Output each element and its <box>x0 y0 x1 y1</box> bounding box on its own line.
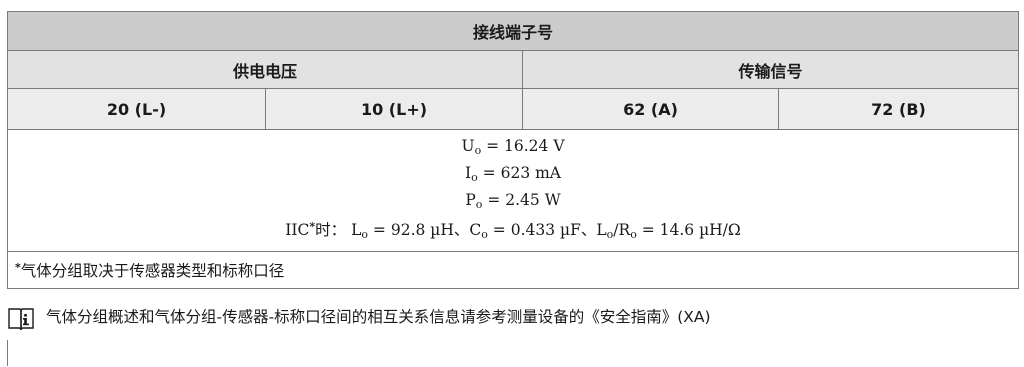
value-uo: Uo = 16.24 V <box>461 137 565 157</box>
book-info-icon <box>7 306 35 332</box>
terminal-number-row: 20 (L-) 10 (L+) 62 (A) 72 (B) <box>7 88 1020 130</box>
terminal-20: 20 (L-) <box>7 88 266 130</box>
terminal-72: 72 (B) <box>777 88 1020 130</box>
footnote-cell: *气体分组取决于传感器类型和标称口径 <box>6 251 1020 289</box>
info-divider <box>7 340 8 366</box>
value-po: Po = 2.45 W <box>465 191 561 211</box>
info-text: 气体分组概述和气体分组-传感器-标称口径间的相互关系信息请参考测量设备的《安全指… <box>46 308 711 326</box>
group-signal-transmission: 传输信号 <box>521 50 1020 89</box>
footnote-row: *气体分组取决于传感器类型和标称口径 <box>6 251 1020 289</box>
terminal-62: 62 (A) <box>522 88 779 130</box>
terminal-spec-table: 接线端子号 供电电压 传输信号 20 (L-) 10 (L+) 62 (A) 7… <box>6 11 1020 289</box>
group-header-row: 供电电压 传输信号 <box>7 50 1020 89</box>
values-row: Uo = 16.24 V Io = 623 mA Po = 2.45 W IIC… <box>6 129 1020 252</box>
table-header-row: 接线端子号 <box>6 11 1020 51</box>
value-iic: IIC*时： Lo = 92.8 µH、Co = 0.433 µF、Lo/Ro … <box>285 220 741 241</box>
terminal-10: 10 (L+) <box>265 88 523 130</box>
table-title: 接线端子号 <box>6 11 1020 51</box>
info-note: 气体分组概述和气体分组-传感器-标称口径间的相互关系信息请参考测量设备的《安全指… <box>7 306 1018 366</box>
footnote-text: 气体分组取决于传感器类型和标称口径 <box>20 262 285 280</box>
group-power-supply: 供电电压 <box>7 50 523 89</box>
values-cell: Uo = 16.24 V Io = 623 mA Po = 2.45 W IIC… <box>6 129 1020 252</box>
value-io: Io = 623 mA <box>465 164 561 184</box>
